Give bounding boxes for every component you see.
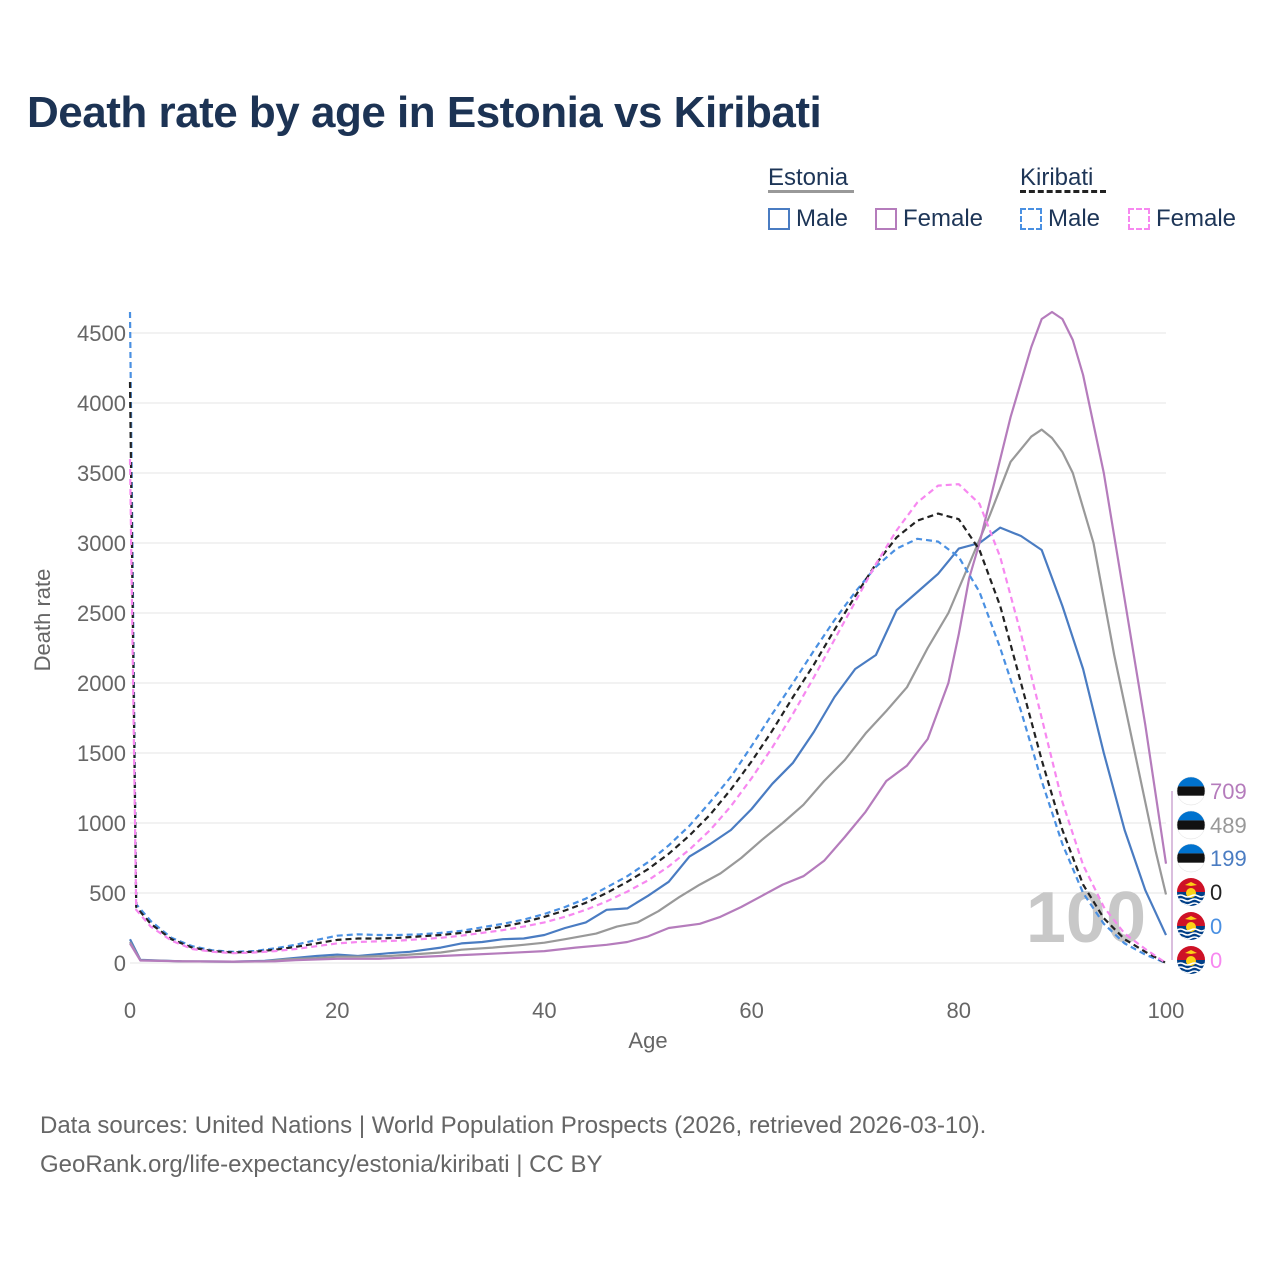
legend-swatch (1020, 208, 1042, 230)
legend-item[interactable]: Male (768, 205, 848, 233)
footer-attribution[interactable]: GeoRank.org/life-expectancy/estonia/kiri… (40, 1151, 603, 1178)
legend-group-title: Estonia (768, 164, 849, 191)
y-tick-label: 3500 (77, 461, 126, 486)
legend-item[interactable]: Male (1020, 205, 1100, 233)
y-axis-label: Death rate (30, 569, 55, 672)
legend-swatch (768, 208, 790, 230)
legend-label: Female (903, 205, 984, 232)
legend-group-underline (1020, 190, 1106, 193)
series-end-value: 709 (1210, 779, 1247, 804)
legend-label: Male (796, 205, 849, 232)
x-tick-label: 40 (532, 998, 556, 1023)
legend-item[interactable]: Female (1128, 205, 1236, 233)
series-line (128, 458, 1167, 964)
legend-swatch (875, 208, 897, 230)
legend-label: Male (1048, 205, 1101, 232)
series-line (129, 526, 1167, 963)
estonia-flag-icon (1176, 843, 1206, 873)
y-tick-label: 4500 (77, 321, 126, 346)
series-line (128, 311, 1167, 965)
series-line (129, 428, 1168, 963)
y-tick-label: 500 (89, 881, 126, 906)
x-axis-label: Age (628, 1028, 667, 1053)
y-tick-label: 2500 (77, 601, 126, 626)
legend-group-underline (768, 190, 854, 193)
kiribati-flag-icon (1177, 878, 1205, 906)
series-line (128, 381, 1167, 964)
y-tick-label: 1500 (77, 741, 126, 766)
legend: Estonia Male Female Kiribati Male Female (0, 0, 1280, 260)
series-end-value: 0 (1210, 880, 1222, 905)
age-watermark: 100 (1026, 878, 1146, 958)
y-tick-label: 3000 (77, 531, 126, 556)
legend-label: Female (1156, 205, 1237, 232)
series-end-value: 0 (1210, 948, 1222, 973)
footer: Data sources: United Nations | World Pop… (40, 1106, 986, 1184)
kiribati-flag-icon (1177, 912, 1205, 940)
kiribati-flag-icon (1177, 946, 1205, 974)
legend-group-title: Kiribati (1020, 164, 1094, 191)
x-tick-label: 60 (739, 998, 763, 1023)
x-tick-label: 0 (124, 998, 136, 1023)
y-tick-label: 0 (114, 951, 126, 976)
legend-swatch (1128, 208, 1150, 230)
x-tick-label: 100 (1148, 998, 1185, 1023)
series-line (129, 310, 1168, 963)
chart-title: Death rate by age in Estonia vs Kiribati (27, 88, 822, 137)
y-tick-label: 4000 (77, 391, 126, 416)
y-tick-label: 1000 (77, 811, 126, 836)
series-end-value: 199 (1210, 846, 1247, 871)
y-tick-label: 2000 (77, 671, 126, 696)
legend-item[interactable]: Female (875, 205, 983, 233)
estonia-flag-icon (1176, 776, 1206, 806)
series-end-value: 489 (1210, 813, 1247, 838)
x-tick-label: 20 (325, 998, 349, 1023)
estonia-flag-icon (1176, 810, 1206, 840)
x-tick-label: 80 (947, 998, 971, 1023)
footer-sources: Data sources: United Nations | World Pop… (40, 1112, 987, 1139)
series-end-value: 0 (1210, 914, 1222, 939)
